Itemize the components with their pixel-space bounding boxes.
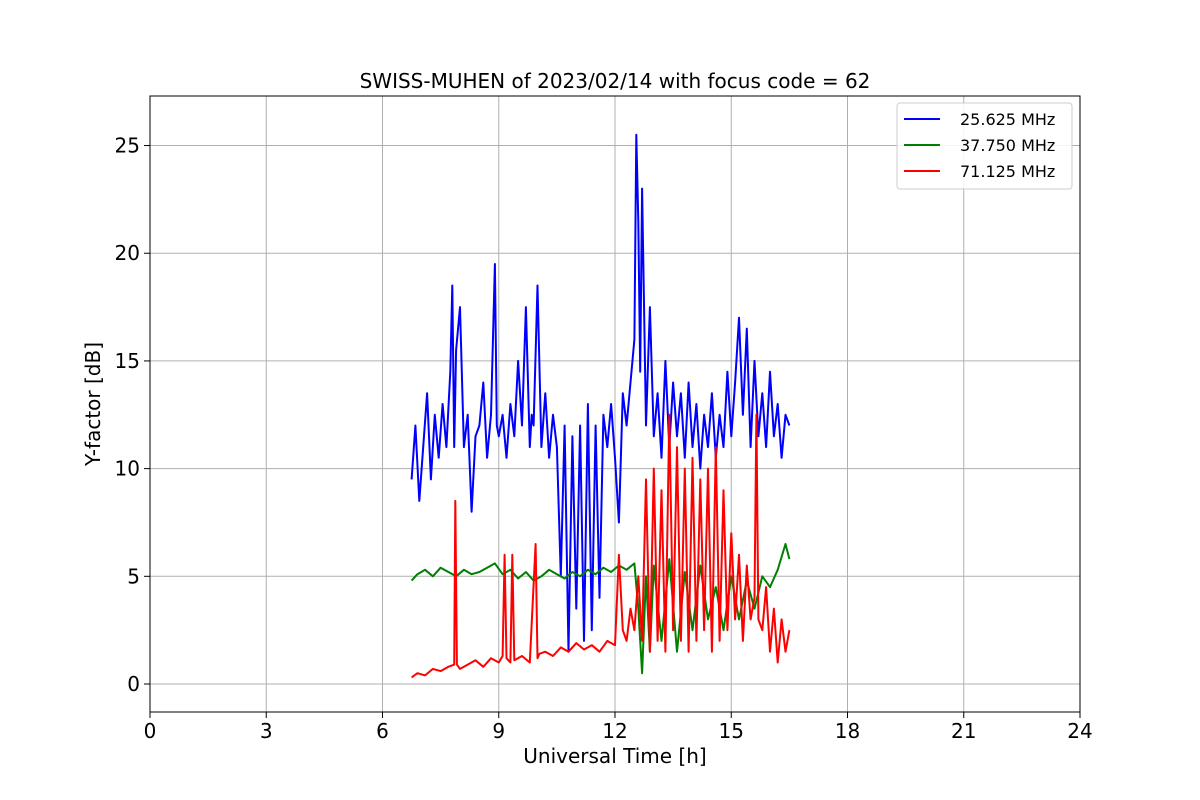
x-tick-label: 6 (376, 719, 389, 743)
legend-label-2: 37.750 MHz (960, 136, 1055, 155)
series-lines (410, 133, 791, 679)
axis-ticks: 0 3 6 9 12 15 18 21 24 0 5 10 15 20 25 (115, 134, 1093, 743)
legend-box (896, 102, 1073, 190)
legend-label-3: 71.125 MHz (960, 162, 1055, 181)
x-axis-label: Universal Time [h] (523, 744, 706, 768)
x-tick-label: 18 (835, 719, 860, 743)
series-line-1 (410, 133, 791, 653)
x-tick-label: 9 (492, 719, 505, 743)
y-tick-label: 0 (127, 672, 140, 696)
y-tick-label: 20 (115, 241, 140, 265)
legend: 25.625 MHz 37.750 MHz 71.125 MHz (896, 102, 1073, 190)
y-tick-label: 15 (115, 349, 140, 373)
legend-label-1: 25.625 MHz (960, 110, 1055, 129)
x-tick-label: 21 (951, 719, 976, 743)
chart-title: SWISS-MUHEN of 2023/02/14 with focus cod… (360, 69, 871, 93)
x-tick-label: 15 (719, 719, 744, 743)
x-tick-label: 12 (602, 719, 627, 743)
y-axis-label: Y-factor [dB] (81, 342, 105, 467)
x-tick-label: 3 (260, 719, 273, 743)
series-line-3 (411, 413, 791, 679)
y-tick-label: 10 (115, 457, 140, 481)
y-tick-label: 5 (127, 564, 140, 588)
x-tick-label: 0 (144, 719, 157, 743)
x-tick-label: 24 (1067, 719, 1092, 743)
y-tick-label: 25 (115, 134, 140, 158)
